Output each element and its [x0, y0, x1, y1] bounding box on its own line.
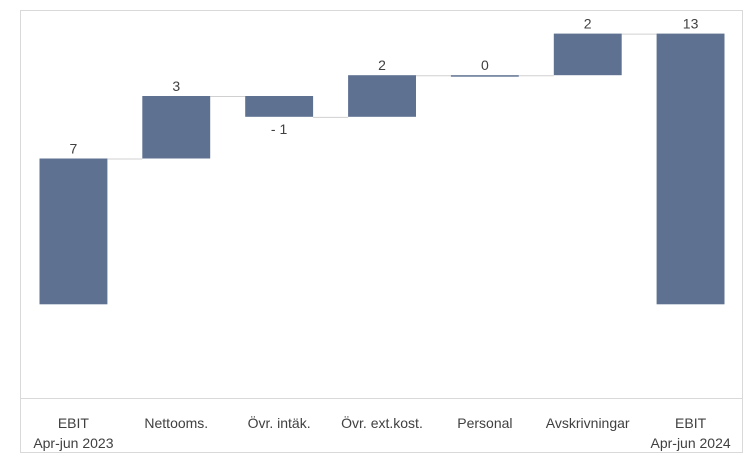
category-label-4: Personal	[457, 415, 512, 431]
bar-6	[656, 33, 725, 305]
category-label-4-line-0: Personal	[457, 415, 512, 431]
bar-2	[245, 96, 314, 117]
value-label-4: 0	[481, 57, 489, 73]
category-label-5: Avskrivningar	[546, 415, 630, 431]
category-labels-group: EBIT Apr-jun 2023 Nettooms. Övr. intäk. Övr.…	[33, 414, 731, 451]
bar-1	[142, 96, 211, 159]
connector-lines	[107, 33, 657, 160]
bar-4	[450, 75, 519, 77]
value-label-3: 2	[378, 57, 386, 73]
category-label-0-line-1: Apr-jun 2023	[33, 435, 113, 451]
category-label-1: Nettooms.	[144, 415, 208, 431]
bar-0	[39, 158, 108, 305]
category-label-1-line-0: Nettooms.	[144, 415, 208, 431]
category-label-6-line-0: EBIT	[675, 415, 707, 431]
category-label-6: EBIT Apr-jun 2024	[651, 415, 731, 451]
value-labels-group: 7 3 - 1 2 0 2 13	[70, 16, 699, 157]
bar-5	[553, 33, 622, 76]
bar-3	[348, 75, 416, 117]
value-label-5: 2	[584, 16, 592, 32]
category-label-3: Övr. ext.kost.	[341, 414, 423, 431]
category-label-3-line-0: Övr. ext.kost.	[341, 414, 423, 431]
category-label-5-line-0: Avskrivningar	[546, 415, 630, 431]
value-label-1: 3	[172, 78, 180, 94]
bars-group	[39, 33, 725, 305]
value-label-2: - 1	[271, 121, 288, 137]
category-label-2: Övr. intäk.	[248, 414, 311, 431]
value-label-6: 13	[683, 16, 699, 32]
category-label-0: EBIT Apr-jun 2023	[33, 415, 113, 451]
category-label-2-line-0: Övr. intäk.	[248, 414, 311, 431]
category-label-0-line-0: EBIT	[58, 415, 90, 431]
category-label-6-line-1: Apr-jun 2024	[651, 435, 731, 451]
value-label-0: 7	[70, 141, 78, 157]
